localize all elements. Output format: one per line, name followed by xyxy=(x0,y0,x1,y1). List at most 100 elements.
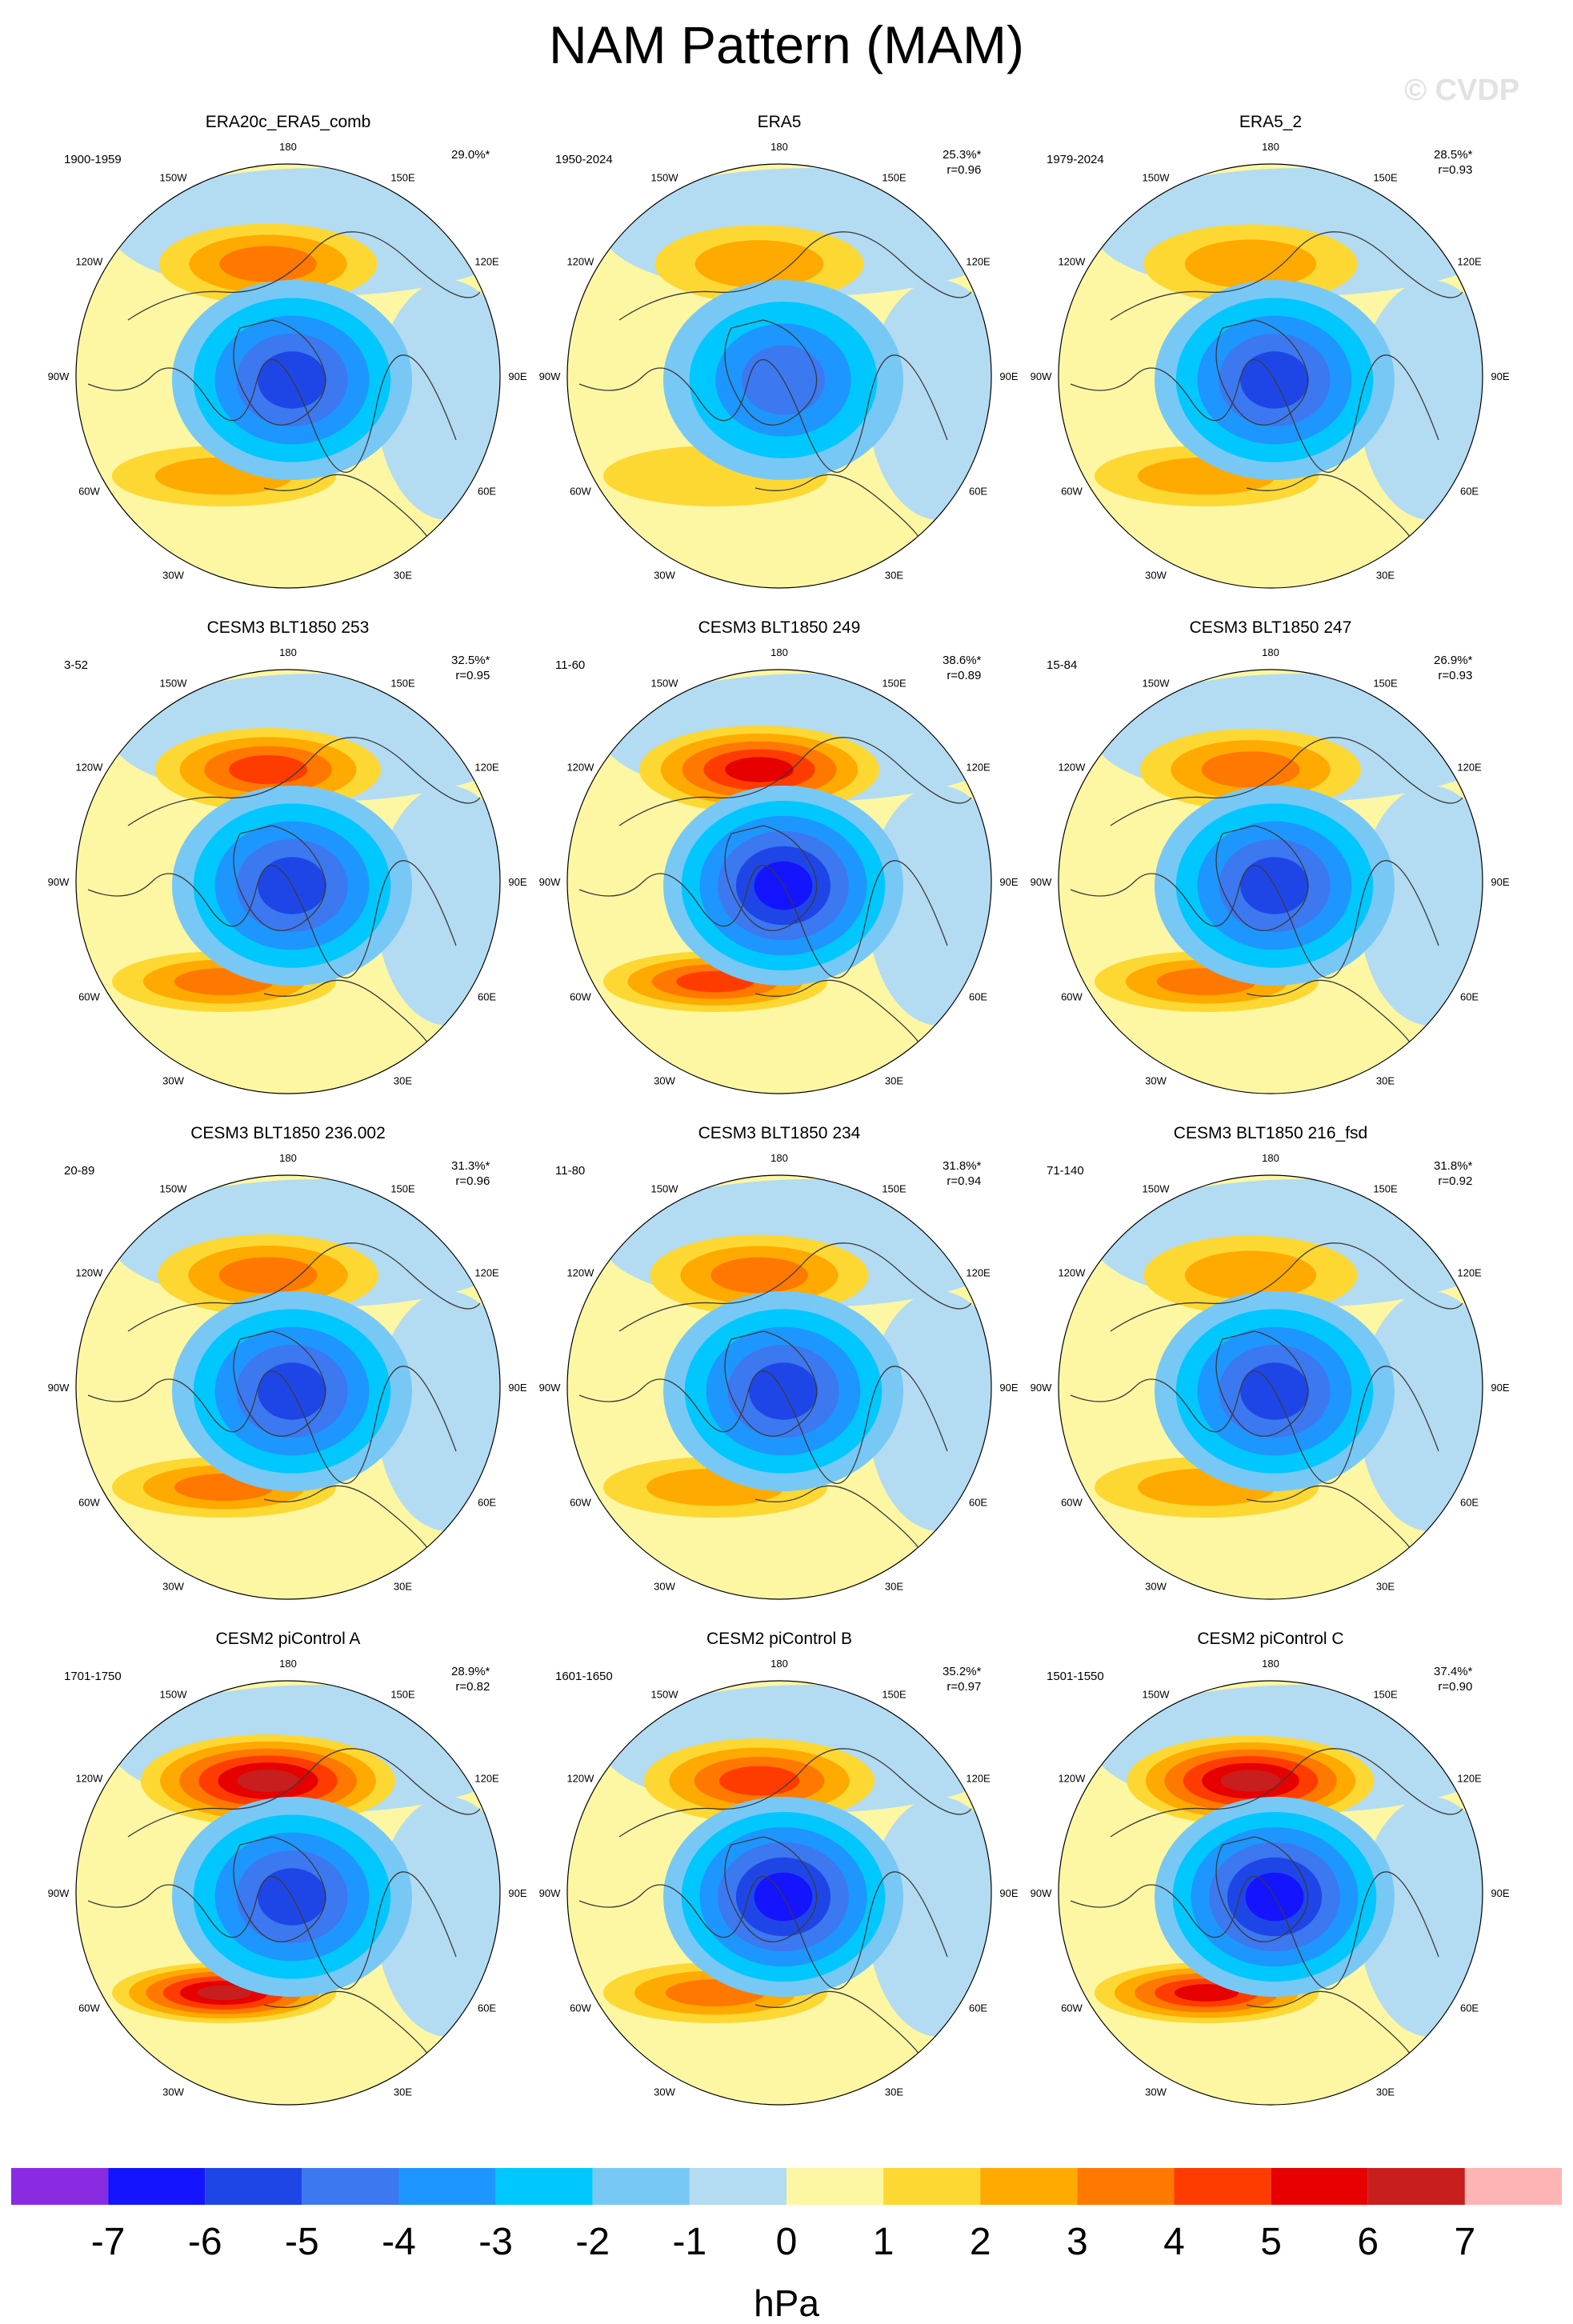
longitude-label: 180 xyxy=(770,141,788,153)
colorbar-tick: -3 xyxy=(478,2221,513,2263)
map-border xyxy=(1058,669,1483,1094)
longitude-label: 150W xyxy=(1143,171,1171,183)
longitude-label: 60W xyxy=(78,2002,100,2014)
colorbar-tick: 5 xyxy=(1260,2221,1282,2263)
longitude-label: 30W xyxy=(162,1075,184,1087)
longitude-label: 30E xyxy=(394,1075,412,1087)
longitude-label: 60W xyxy=(78,1497,100,1509)
longitude-label: 30E xyxy=(394,2086,412,2098)
panel-years: 11-80 xyxy=(555,1164,586,1178)
longitude-label: 150E xyxy=(882,677,907,689)
field-layer xyxy=(76,1175,500,1599)
polar-map: 180150E120E90E60E30E030W60W90W120W150W xyxy=(539,141,1019,589)
panel-title: CESM2 piControl A xyxy=(215,1630,361,1648)
coastline xyxy=(1110,1242,1463,1332)
coastline xyxy=(87,860,457,978)
longitude-label: 30W xyxy=(162,2086,184,2098)
panel-title: CESM3 BLT1850 247 xyxy=(1189,618,1352,637)
longitude-label: 90W xyxy=(539,1887,561,1899)
longitude-label: 150E xyxy=(1373,1688,1398,1700)
coastline xyxy=(618,231,972,321)
colorbar: -7 -6 -5 -4 -3 -2 -1 0 1 2 3 4 5 6 7 xyxy=(11,2168,1562,2263)
longitude-label: 60W xyxy=(1061,1497,1083,1509)
longitude-label: 180 xyxy=(770,1658,788,1670)
longitude-label: 60E xyxy=(969,991,987,1003)
coastline xyxy=(724,319,818,426)
panel-years: 71-140 xyxy=(1047,1164,1084,1178)
panel-stats: 28.5%* r=0.93 xyxy=(1434,147,1472,178)
colorbar-tick: -5 xyxy=(285,2221,319,2263)
longitude-label: 60W xyxy=(1061,991,1083,1003)
longitude-label: 180 xyxy=(1262,1152,1279,1164)
longitude-label: 90E xyxy=(999,876,1018,888)
colorbar-tick: 6 xyxy=(1357,2221,1379,2263)
longitude-label: 150W xyxy=(1143,1182,1171,1194)
map-border xyxy=(566,669,992,1094)
coastline xyxy=(1246,1485,1415,1556)
longitude-label: 120E xyxy=(966,256,991,268)
panel-title: CESM3 BLT1850 249 xyxy=(698,618,861,637)
polar-map: 180150E120E90E60E30E030W60W90W120W150W xyxy=(1031,1658,1510,2106)
map-border xyxy=(566,163,992,589)
panel-title: CESM3 BLT1850 234 xyxy=(698,1124,861,1142)
longitude-label: 150W xyxy=(651,171,679,183)
longitude-label: 60W xyxy=(570,1497,591,1509)
colorbar-tick: 0 xyxy=(776,2221,798,2263)
field-layer xyxy=(567,164,991,588)
longitude-label: 120E xyxy=(474,762,499,774)
longitude-label: 90E xyxy=(999,1382,1018,1394)
longitude-label: 60E xyxy=(1460,2002,1479,2014)
positive-lobe xyxy=(710,1257,808,1294)
field-layer xyxy=(1059,670,1483,1094)
longitude-label: 120E xyxy=(474,1267,499,1279)
longitude-label: 30E xyxy=(885,570,903,582)
coastline xyxy=(724,1836,818,1942)
map-border xyxy=(1058,163,1483,589)
longitude-label: 30E xyxy=(885,1581,903,1593)
coastline xyxy=(1110,1748,1463,1838)
coastline xyxy=(1070,860,1439,978)
coastline xyxy=(1070,1366,1439,1484)
panel-years: 1950-2024 xyxy=(555,153,613,166)
coastline xyxy=(1215,1330,1309,1437)
field-layer xyxy=(567,1681,991,2105)
watermark: © CVDP xyxy=(1404,74,1520,107)
colorbar-tick: -1 xyxy=(673,2221,707,2263)
longitude-label: 120W xyxy=(75,762,103,774)
coastline xyxy=(1110,231,1463,321)
coastline xyxy=(233,1836,326,1942)
panel-title: CESM3 BLT1850 253 xyxy=(206,618,370,637)
map-border xyxy=(75,669,501,1094)
coastline xyxy=(87,1366,457,1484)
longitude-label: 120W xyxy=(75,1773,103,1785)
panel-correlation: r=0.92 xyxy=(1438,1174,1473,1188)
positive-lobe xyxy=(1201,751,1300,788)
coastline xyxy=(127,737,481,826)
longitude-label: 150E xyxy=(390,1688,415,1700)
colorbar-swatch xyxy=(205,2168,302,2205)
longitude-label: 150W xyxy=(651,1182,679,1194)
colorbar-swatch xyxy=(302,2168,399,2205)
longitude-label: 90W xyxy=(1031,876,1052,888)
coastline xyxy=(754,979,924,1050)
field-layer xyxy=(1059,1681,1483,2105)
coastline xyxy=(1246,1990,1415,2062)
longitude-label: 150E xyxy=(882,1688,907,1700)
longitude-label: 120E xyxy=(474,1773,499,1785)
colorbar-swatch xyxy=(398,2168,496,2205)
map-panel: ERA5_2 1979-2024 28.5%* r=0.93 180 150E 12… xyxy=(1015,112,1527,600)
longitude-label: 90W xyxy=(539,1382,561,1394)
coastline xyxy=(87,1871,457,1990)
longitude-label: 150W xyxy=(160,677,188,689)
colorbar-swatch xyxy=(1271,2168,1368,2205)
coastline xyxy=(618,737,972,826)
longitude-label: 30W xyxy=(162,570,184,582)
field-layer xyxy=(76,164,500,588)
longitude-label: 90W xyxy=(48,370,70,382)
longitude-label: 180 xyxy=(279,1152,297,1164)
field-layer xyxy=(1059,164,1483,588)
panel-variance: 31.8%* xyxy=(943,1159,982,1173)
longitude-label: 150W xyxy=(651,677,679,689)
longitude-label: 150E xyxy=(390,1182,415,1194)
longitude-label: 60W xyxy=(78,486,100,498)
